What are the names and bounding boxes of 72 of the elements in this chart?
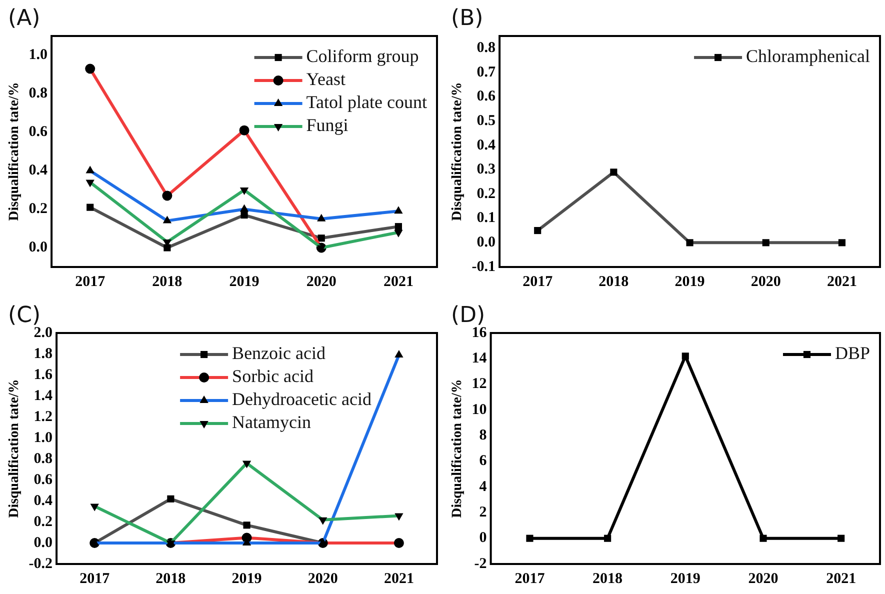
x-tick-label: 2018 (598, 274, 629, 290)
y-tick-label: 0.0 (34, 534, 53, 551)
y-axis-title: Disqualification tate/% (450, 82, 466, 221)
y-tick-label: 1.0 (34, 430, 53, 446)
y-tick-label: 6 (479, 453, 488, 470)
legend-label: Fungi (306, 115, 348, 136)
y-tick-label: 4 (479, 478, 488, 495)
x-tick-label: 2021 (826, 274, 857, 290)
y-tick-label: 0.8 (28, 86, 48, 102)
y-tick-label: -0.2 (28, 556, 53, 572)
y-tick-label: 0.2 (34, 514, 53, 530)
legend-label: Coliform group (306, 46, 419, 66)
y-tick-label: 0.8 (476, 40, 496, 56)
x-tick-label: 2020 (748, 570, 778, 587)
legend-label: DBP (834, 343, 870, 364)
y-axis-title: Disqualification tate/% (7, 379, 22, 518)
y-tick-label: 0.5 (476, 112, 496, 129)
y-tick-label: 1.8 (34, 346, 53, 362)
x-tick-label: 2017 (75, 274, 106, 290)
y-tick-label: -0.1 (472, 258, 496, 275)
x-tick-label: 2019 (674, 274, 705, 290)
y-tick-label: 0.7 (476, 64, 496, 80)
y-tick-label: 0.8 (34, 450, 53, 467)
y-tick-label: 12 (472, 376, 487, 392)
legend-label: Chloramphenical (746, 46, 870, 66)
x-tick-label: 2019 (229, 274, 260, 290)
x-tick-label: 2018 (592, 570, 623, 587)
x-tick-label: 2018 (152, 274, 182, 290)
y-tick-label: 0.4 (34, 492, 54, 509)
legend-label: Yeast (306, 69, 346, 90)
legend-label: Sorbic acid (232, 366, 314, 386)
y-tick-label: 0.2 (28, 201, 48, 218)
y-tick-label: 0.6 (476, 88, 496, 105)
legend-label: Dehydroacetic acid (232, 389, 372, 410)
y-tick-label: 0.4 (28, 162, 48, 179)
x-tick-label: 2018 (156, 570, 186, 587)
y-tick-label: 1.2 (34, 408, 53, 425)
y-tick-label: -2 (474, 556, 487, 572)
y-tick-label: 14 (472, 350, 488, 367)
legend-label: Benzoic acid (232, 343, 326, 364)
x-tick-label: 2019 (670, 570, 700, 587)
chart-title: (B) (451, 6, 484, 31)
y-tick-label: 2 (479, 504, 487, 521)
y-tick-label: 0.1 (476, 210, 496, 226)
y-tick-label: 0.2 (476, 186, 496, 202)
x-tick-label: 2020 (750, 274, 781, 290)
y-tick-label: 8 (479, 428, 487, 444)
y-tick-label: 0.6 (34, 472, 54, 488)
y-tick-label: 0.0 (476, 234, 496, 251)
y-tick-label: 0.3 (476, 162, 496, 178)
y-tick-label: 0.6 (28, 124, 48, 140)
x-tick-label: 2021 (383, 274, 414, 290)
x-tick-label: 2017 (80, 570, 110, 587)
y-tick-label: 0 (479, 530, 487, 546)
y-tick-label: 1.6 (34, 366, 54, 383)
chart-title: (A) (8, 6, 40, 31)
legend-label: Natamycin (232, 412, 312, 432)
x-tick-label: 2017 (522, 274, 554, 290)
y-tick-label: 1.4 (34, 388, 54, 404)
y-tick-label: 1.0 (28, 47, 48, 64)
y-axis-title: Disqualification tate/% (7, 82, 22, 221)
x-tick-label: 2020 (308, 570, 338, 587)
x-tick-label: 2019 (232, 570, 262, 587)
legend-label: Tatol plate count (306, 92, 428, 112)
x-tick-label: 2021 (826, 570, 856, 587)
x-tick-label: 2017 (514, 570, 546, 587)
y-tick-label: 0.4 (476, 137, 496, 154)
y-tick-label: 0.0 (28, 240, 48, 256)
y-axis-title: Disqualification tate/% (450, 379, 466, 518)
x-tick-label: 2021 (384, 570, 414, 587)
y-tick-label: 10 (472, 402, 487, 418)
x-tick-label: 2020 (306, 274, 336, 290)
